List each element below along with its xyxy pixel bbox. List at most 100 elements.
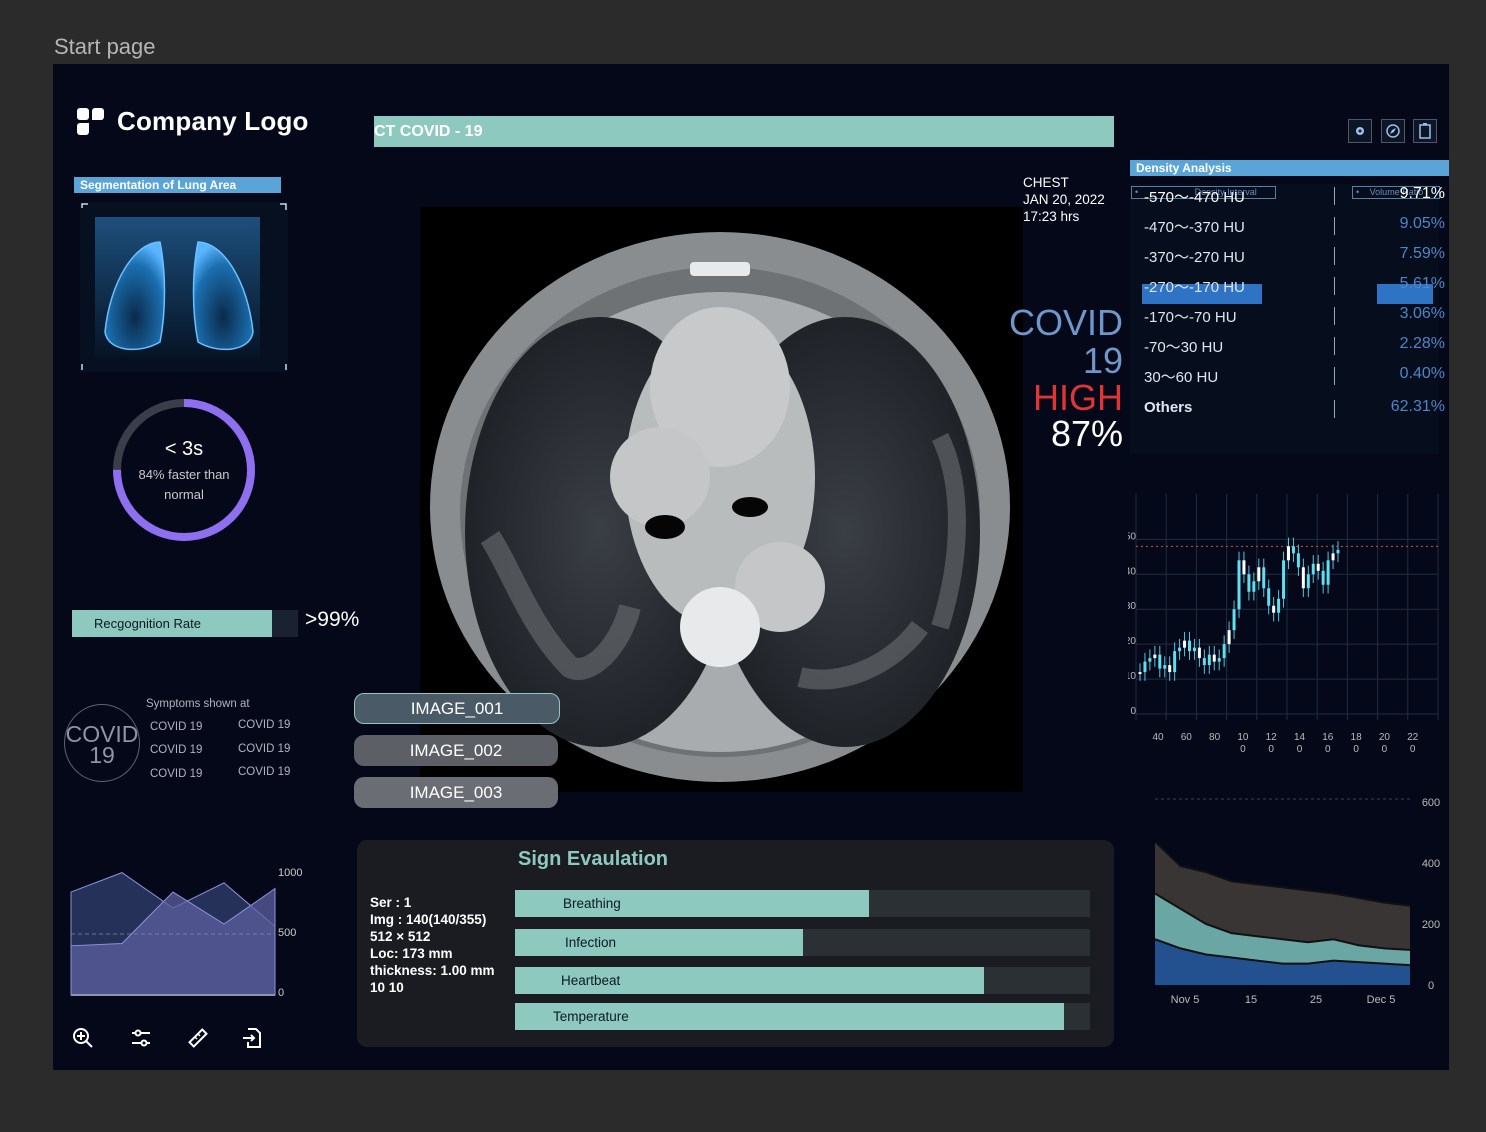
- candle-body: [1143, 661, 1147, 673]
- recognition-rate-fill: [72, 610, 272, 637]
- settings-icon[interactable]: [1348, 119, 1372, 143]
- candle-body: [1158, 654, 1162, 669]
- candle-body: [1168, 665, 1172, 673]
- speed-caption-2: normal: [164, 487, 204, 502]
- x-tick-label: 0: [1268, 744, 1274, 755]
- row-separator: [1334, 187, 1335, 205]
- sign-bar-heartbeat: Heartbeat: [515, 967, 1090, 994]
- row-separator: [1334, 217, 1335, 235]
- x-tick-label: 18: [1351, 732, 1363, 743]
- volume-ratio: 62.31%: [1390, 398, 1445, 415]
- x-tick-label: 15: [1245, 994, 1257, 1006]
- x-tick-label: Nov 5: [1171, 994, 1200, 1006]
- dashboard-frame: Company Logo Segmentation of Lung Area <…: [53, 64, 1449, 1070]
- x-tick-label: 0: [1240, 744, 1246, 755]
- density-interval: -570～-470 HU: [1144, 189, 1245, 206]
- x-tick-label: 0: [1382, 744, 1388, 755]
- x-tick-label: 80: [1209, 732, 1221, 743]
- volume-ratio: 2.28%: [1399, 335, 1445, 352]
- candle-body: [1252, 581, 1256, 592]
- result-level: HIGH: [1033, 377, 1123, 418]
- candle-body: [1247, 574, 1251, 592]
- candle-body: [1163, 665, 1167, 669]
- clipboard-icon[interactable]: [1413, 119, 1437, 143]
- candle-body: [1301, 567, 1305, 589]
- sign-evaluation-panel: Sign Evaulation Ser : 1 Img : 140(140/35…: [357, 840, 1114, 1047]
- left-area-chart: 1000 500 0: [70, 867, 302, 999]
- candle-body: [1257, 567, 1261, 582]
- zoom-in-icon[interactable]: [71, 1026, 95, 1050]
- area-series: [70, 887, 276, 996]
- covid-badge: COVID 19: [64, 704, 140, 782]
- page-title: CT COVID - 19: [374, 123, 483, 140]
- speed-value: < 3s: [164, 438, 204, 460]
- row-separator: [1334, 367, 1335, 385]
- meta-line: Img : 140(140/355): [370, 912, 487, 927]
- candle-body: [1321, 570, 1325, 585]
- area-series: [1155, 939, 1410, 985]
- highlight-row: [1142, 284, 1262, 304]
- image-tab-1[interactable]: IMAGE_001: [354, 693, 560, 724]
- result-confidence: 87%: [1050, 413, 1123, 454]
- sign-bar-infection: Infection: [515, 929, 1090, 956]
- candle-body: [1153, 654, 1157, 659]
- sign-bar-temperature: Temperature: [515, 1003, 1090, 1030]
- y-tick-label: 0: [1130, 706, 1136, 717]
- meta-line: 512 × 512: [370, 929, 431, 944]
- export-icon[interactable]: [240, 1026, 264, 1050]
- candle-body: [1207, 654, 1211, 666]
- candle-body: [1262, 567, 1266, 589]
- symptom-item: COVID 19: [238, 743, 291, 755]
- volume-ratio-header: Volume Ratio: [1369, 187, 1424, 197]
- company-logo[interactable]: Company Logo: [77, 106, 309, 137]
- candle-body: [1277, 598, 1281, 613]
- lung-segmentation-image: [80, 202, 288, 372]
- speed-caption-1: 84% faster than: [138, 467, 230, 482]
- covid-badge-line1: COVID: [65, 721, 139, 747]
- symptom-item: COVID 19: [150, 721, 203, 733]
- series-line: [1154, 938, 1411, 967]
- density-interval: -270～-170 HU: [1144, 279, 1245, 296]
- candle-body: [1178, 647, 1182, 652]
- compass-icon[interactable]: [1381, 119, 1405, 143]
- recognition-rate-bar: Recgognition Rate: [72, 610, 298, 637]
- ruler-icon[interactable]: [186, 1026, 210, 1050]
- sliders-icon[interactable]: [129, 1026, 153, 1050]
- x-tick-label: 0: [1297, 744, 1303, 755]
- image-tab-3[interactable]: IMAGE_003: [354, 777, 558, 808]
- y-tick-label: 0: [1428, 980, 1434, 992]
- logo-icon: [77, 107, 105, 136]
- candle-body: [1267, 588, 1271, 606]
- sign-bar-breathing: Breathing: [515, 890, 1090, 917]
- density-interval: -170～-70 HU: [1144, 309, 1237, 326]
- symptom-item: COVID 19: [150, 744, 203, 756]
- candle-body: [1222, 644, 1226, 659]
- y-tick-label: 200: [1422, 919, 1440, 931]
- density-interval: Others: [1144, 399, 1193, 416]
- sign-bar-label: Heartbeat: [561, 973, 621, 988]
- candle-body: [1202, 658, 1206, 666]
- scan-metadata: Ser : 1 Img : 140(140/355) 512 × 512 Loc…: [370, 894, 495, 996]
- candle-body: [1192, 647, 1196, 652]
- density-interval: 30～60 HU: [1144, 369, 1219, 386]
- recognition-rate-value: >99%: [305, 608, 360, 631]
- title-bar: CT COVID - 19: [374, 116, 1114, 147]
- x-tick-label: 40: [1152, 732, 1164, 743]
- sign-bar-fill: [515, 967, 984, 994]
- candle-body: [1331, 553, 1335, 561]
- x-tick-label: 0: [1353, 744, 1359, 755]
- y-tick-label: 0: [278, 987, 284, 999]
- x-tick-label: 12: [1266, 732, 1278, 743]
- sign-bar-label: Temperature: [553, 1009, 629, 1024]
- candle-body: [1242, 560, 1246, 575]
- scan-time: 17:23 hrs: [1023, 209, 1080, 224]
- volume-ratio: 3.06%: [1399, 305, 1445, 322]
- candle-body: [1212, 654, 1216, 662]
- x-tick-label: 25: [1310, 994, 1322, 1006]
- candle-body: [1311, 563, 1315, 575]
- sign-bar-fill: [515, 929, 803, 956]
- candlestick-chart: 50403020100406080100120140160180200220: [1128, 494, 1439, 755]
- volume-ratio: 5.61%: [1399, 275, 1445, 292]
- image-tab-2[interactable]: IMAGE_002: [354, 735, 558, 766]
- y-tick-label: 400: [1422, 858, 1440, 870]
